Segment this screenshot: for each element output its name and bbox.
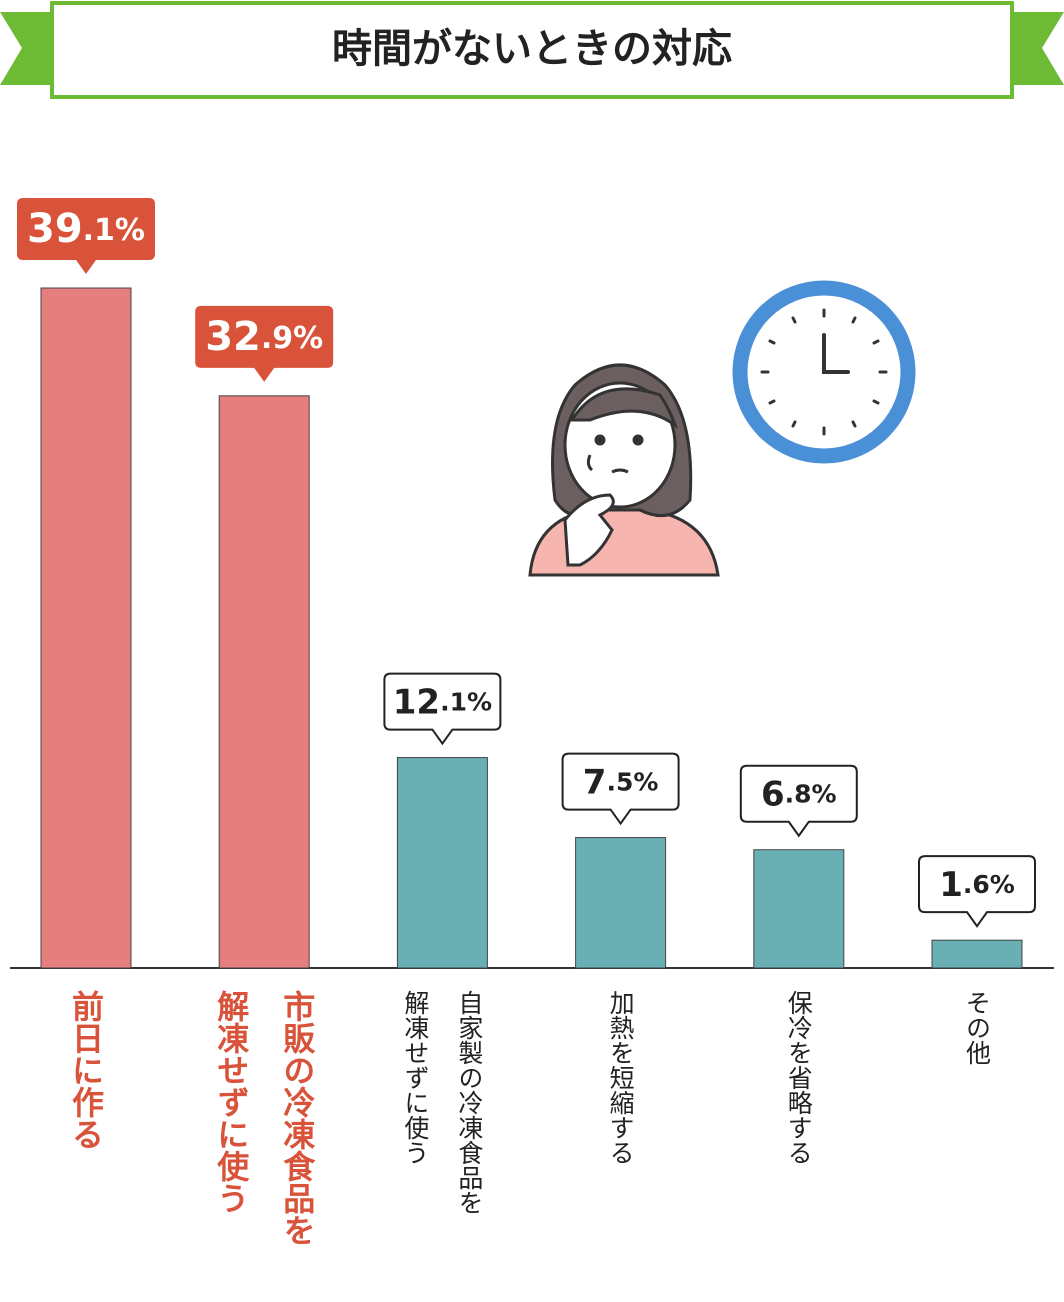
x-tick-label: 加熱を短縮する	[606, 990, 635, 1165]
value-label-box	[195, 305, 334, 382]
value-label: 12.1%	[393, 682, 492, 722]
x-tick-label: 解凍せずに使う	[212, 990, 250, 1214]
x-tick-label: 保冷を省略する	[784, 990, 813, 1165]
value-label-box	[918, 855, 1036, 928]
x-tick-label: その他	[963, 990, 992, 1065]
bar	[40, 287, 132, 969]
bar	[575, 837, 667, 969]
value-label: 32.9%	[205, 314, 323, 360]
bar	[396, 757, 488, 969]
bar	[218, 395, 310, 969]
ribbon-left	[0, 12, 55, 85]
x-tick-label: 解凍せずに使う	[401, 990, 430, 1165]
title-box	[50, 1, 1014, 99]
value-label: 1.6%	[939, 865, 1015, 905]
bar	[931, 939, 1023, 969]
x-tick-label: 前日に作る	[67, 990, 105, 1150]
bar	[753, 849, 845, 969]
clock	[732, 280, 916, 464]
woman-illustration	[528, 363, 720, 577]
chart-title: 時間がないときの対応	[332, 26, 732, 72]
value-label-box	[739, 764, 858, 838]
ribbon-right	[1009, 12, 1064, 85]
value-label-box	[383, 672, 502, 746]
value-label: 7.5%	[583, 762, 659, 802]
value-label: 6.8%	[761, 774, 837, 814]
x-tick-label: 自家製の冷凍食品を	[455, 990, 484, 1215]
value-label-box	[561, 752, 680, 826]
x-tick-label: 市販の冷凍食品を	[278, 989, 316, 1246]
value-label-box	[17, 198, 155, 274]
value-label: 39.1%	[27, 206, 145, 252]
